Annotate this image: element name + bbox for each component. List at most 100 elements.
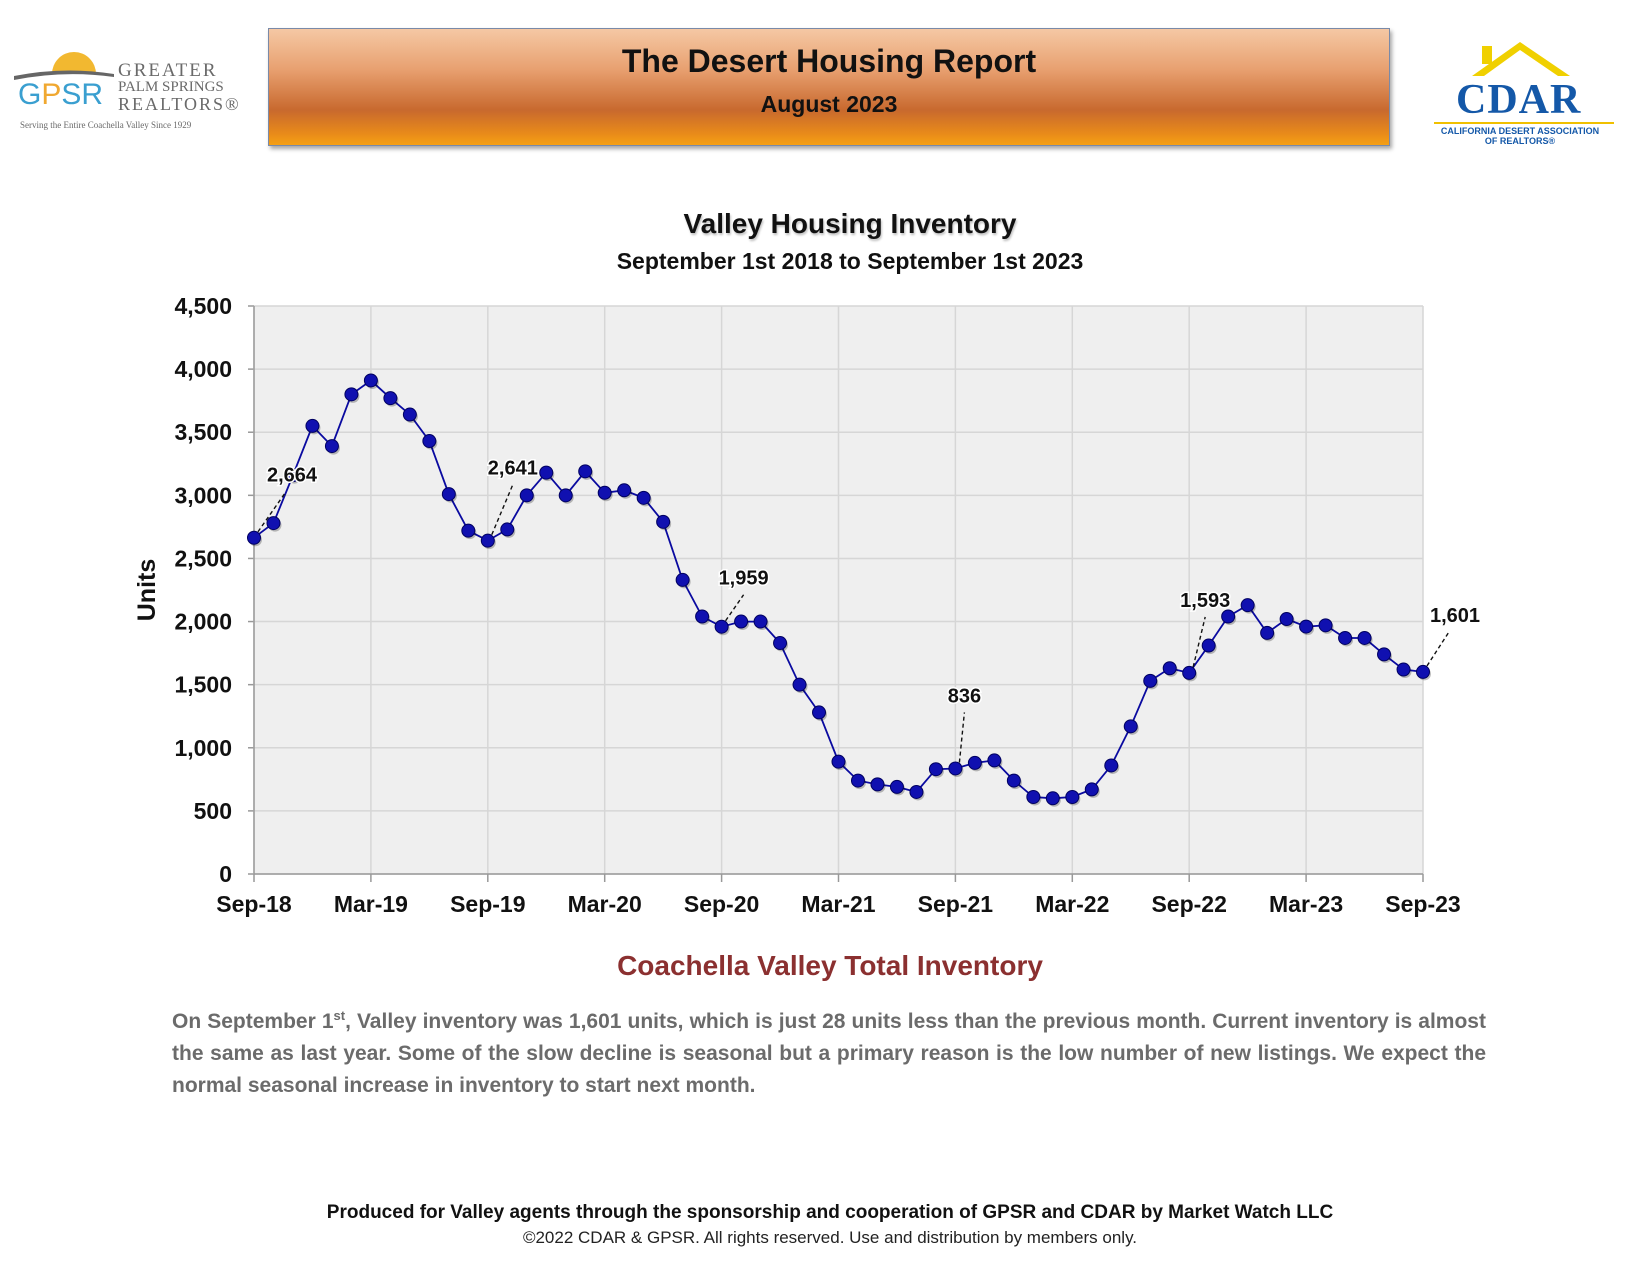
data-point <box>675 572 690 587</box>
annotation-leader <box>1426 631 1450 667</box>
report-title: The Desert Housing Report <box>621 43 1037 79</box>
data-point <box>1201 638 1216 653</box>
chart-title: Valley Housing Inventory <box>683 208 1017 239</box>
data-point <box>285 468 300 483</box>
annotation-leader <box>491 484 514 535</box>
footer-copyright: ©2022 CDAR & GPSR. All rights reserved. … <box>522 1228 1138 1247</box>
data-point <box>500 522 515 537</box>
data-point <box>753 614 768 629</box>
data-point <box>1240 598 1255 613</box>
data-point <box>1045 791 1060 806</box>
data-point <box>909 784 924 799</box>
y-tick-label: 0 <box>219 861 232 887</box>
data-label: 1,593 <box>1180 590 1230 612</box>
house-roof-icon <box>1472 42 1570 76</box>
data-point <box>870 777 885 792</box>
cdar-logo: CDAR CALIFORNIA DESERT ASSOCIATION OF RE… <box>1420 40 1620 150</box>
summary-paragraph: On September 1st, Valley inventory was 1… <box>172 1008 1486 1097</box>
data-point <box>1299 619 1314 634</box>
data-point <box>247 530 261 545</box>
data-point <box>831 754 846 769</box>
data-point <box>422 434 437 449</box>
annotation-leader <box>958 712 966 763</box>
cdar-underline <box>1434 122 1614 124</box>
data-point <box>948 761 963 776</box>
gpsr-words: GREATER PALM SPRINGS REALTORS® <box>118 60 241 114</box>
data-point <box>1396 662 1411 677</box>
data-point <box>480 533 495 548</box>
annotation-leader <box>1192 616 1206 668</box>
y-tick-label: 4,000 <box>174 356 232 382</box>
data-point <box>324 439 339 454</box>
annotation-leader <box>725 594 745 622</box>
y-tick-label: 3,000 <box>174 482 232 508</box>
x-tick-label: Sep-18 <box>216 891 292 917</box>
y-tick-label: 1,000 <box>174 735 232 761</box>
x-tick-label: Sep-22 <box>1151 891 1226 917</box>
y-tick-label: 1,500 <box>174 672 232 698</box>
y-tick-label: 3,500 <box>174 419 232 445</box>
data-point <box>519 488 534 503</box>
data-point <box>850 773 865 788</box>
gpsr-logo: GPSR GREATER PALM SPRINGS REALTORS® Serv… <box>14 48 244 138</box>
y-axis-label: Units <box>133 559 161 622</box>
data-point <box>1123 719 1138 734</box>
data-label: 2,664 <box>267 465 318 487</box>
report-date: August 2023 <box>760 91 898 117</box>
data-point <box>1416 664 1430 679</box>
data-point <box>967 755 982 770</box>
y-tick-label: 500 <box>194 798 232 824</box>
data-point <box>441 487 456 502</box>
data-point <box>1357 630 1372 645</box>
data-point <box>578 464 593 479</box>
data-point <box>1279 612 1294 627</box>
data-point <box>1318 618 1333 633</box>
annotation-leader <box>257 491 287 533</box>
data-point <box>812 705 827 720</box>
data-point <box>773 636 788 651</box>
data-point <box>636 490 651 505</box>
y-tick-label: 2,000 <box>174 609 232 635</box>
data-point <box>1065 790 1080 805</box>
x-tick-label: Sep-19 <box>450 891 525 917</box>
data-point <box>1377 647 1392 662</box>
data-point <box>1260 625 1275 640</box>
data-point <box>1084 782 1099 797</box>
cdar-name: CDAR <box>1456 77 1582 123</box>
data-label: 1,601 <box>1430 605 1480 627</box>
data-point <box>461 523 476 538</box>
data-point <box>617 483 632 498</box>
data-point <box>1026 790 1041 805</box>
x-tick-label: Sep-20 <box>684 891 759 917</box>
section-title: Coachella Valley Total Inventory <box>617 950 1043 981</box>
report-banner: The Desert Housing Report August 2023 <box>268 28 1390 146</box>
x-tick-label: Mar-20 <box>568 891 642 917</box>
data-point <box>928 762 943 777</box>
chart-subtitle: September 1st 2018 to September 1st 2023 <box>616 248 1084 274</box>
data-label: 2,641 <box>488 458 538 480</box>
data-point <box>383 391 398 406</box>
data-point <box>558 488 573 503</box>
x-tick-label: Mar-21 <box>801 891 875 917</box>
data-point <box>597 485 612 500</box>
data-point <box>889 779 904 794</box>
cdar-subtitle: CALIFORNIA DESERT ASSOCIATION OF REALTOR… <box>1440 126 1600 146</box>
data-point <box>1104 758 1119 773</box>
x-tick-label: Mar-22 <box>1035 891 1109 917</box>
data-label: 836 <box>948 685 981 707</box>
data-point <box>656 514 671 529</box>
data-point <box>1006 773 1021 788</box>
data-point <box>363 373 378 388</box>
data-point <box>1338 630 1353 645</box>
x-tick-label: Mar-19 <box>334 891 408 917</box>
gpsr-sun-icon <box>14 52 114 80</box>
data-label: 1,959 <box>719 568 769 590</box>
inventory-line-chart: 0 500 1,000 1,500 2,000 2,500 3,000 3,500 4,000 4… <box>133 293 1482 917</box>
data-point <box>792 677 807 692</box>
data-point <box>539 465 554 480</box>
data-point <box>714 619 729 634</box>
footer-credit: Produced for Valley agents through the s… <box>326 1202 1334 1223</box>
data-point <box>695 609 710 624</box>
x-tick-label: Sep-23 <box>1385 891 1460 917</box>
data-point <box>987 753 1002 768</box>
